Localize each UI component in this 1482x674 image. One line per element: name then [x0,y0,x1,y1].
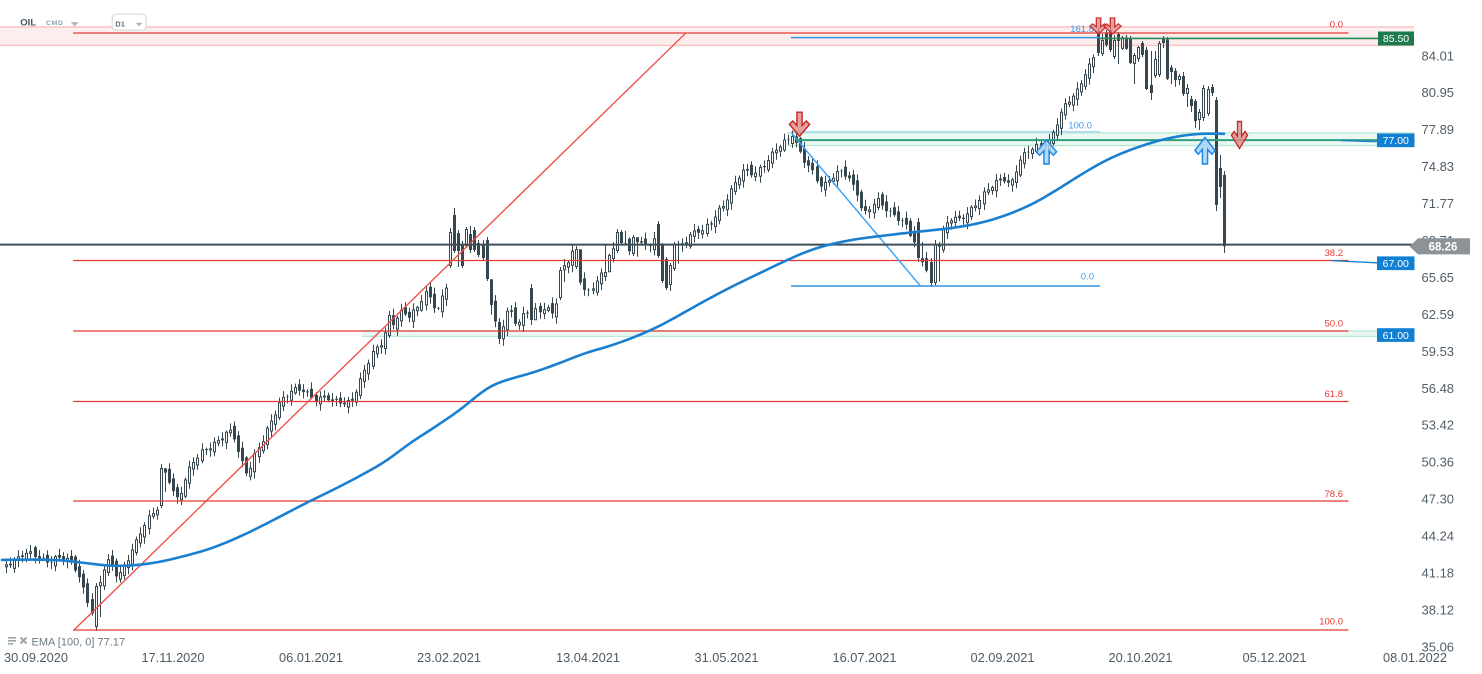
svg-text:84.01: 84.01 [1422,48,1455,63]
svg-text:47.30: 47.30 [1422,492,1455,507]
svg-text:44.24: 44.24 [1422,529,1455,544]
svg-text:D1: D1 [115,19,125,28]
svg-text:50.36: 50.36 [1422,455,1455,470]
svg-text:17.11.2020: 17.11.2020 [141,650,204,665]
svg-text:38.12: 38.12 [1422,602,1455,617]
svg-text:71.77: 71.77 [1422,196,1455,211]
svg-text:65.65: 65.65 [1422,270,1455,285]
svg-text:35.06: 35.06 [1422,639,1455,654]
svg-text:100.0: 100.0 [1068,121,1092,132]
svg-text:31.05.2021: 31.05.2021 [694,650,758,665]
svg-text:30.09.2020: 30.09.2020 [4,650,68,665]
svg-text:0.0: 0.0 [1330,20,1343,31]
svg-text:05.12.2021: 05.12.2021 [1242,650,1306,665]
svg-text:50.0: 50.0 [1325,319,1344,330]
svg-text:16.07.2021: 16.07.2021 [832,650,896,665]
svg-text:38.2: 38.2 [1325,248,1344,259]
svg-text:53.42: 53.42 [1422,418,1455,433]
svg-text:161.8: 161.8 [1070,24,1094,35]
svg-text:74.83: 74.83 [1422,159,1455,174]
svg-text:EMA [100, 0] 77.17: EMA [100, 0] 77.17 [32,637,126,649]
svg-text:100.0: 100.0 [1319,617,1343,628]
svg-text:41.18: 41.18 [1422,566,1455,581]
svg-text:08.01.2022: 08.01.2022 [1383,650,1447,665]
svg-text:62.59: 62.59 [1422,307,1455,322]
svg-text:61.00: 61.00 [1383,330,1409,342]
svg-text:80.95: 80.95 [1422,85,1455,100]
svg-text:85.50: 85.50 [1383,33,1409,45]
svg-text:68.26: 68.26 [1429,242,1458,254]
svg-text:20.10.2021: 20.10.2021 [1108,650,1172,665]
svg-text:61.8: 61.8 [1325,389,1344,400]
svg-text:59.53: 59.53 [1422,344,1455,359]
svg-text:OIL: OIL [20,18,36,29]
svg-text:56.48: 56.48 [1422,381,1455,396]
svg-text:77.00: 77.00 [1383,135,1409,147]
svg-text:78.6: 78.6 [1325,489,1344,500]
svg-text:13.04.2021: 13.04.2021 [556,650,620,665]
svg-text:CMD: CMD [46,20,64,27]
svg-text:06.01.2021: 06.01.2021 [279,650,343,665]
svg-text:67.00: 67.00 [1383,258,1409,270]
svg-text:02.09.2021: 02.09.2021 [970,650,1034,665]
svg-text:0.0: 0.0 [1081,272,1094,283]
svg-text:23.02.2021: 23.02.2021 [417,650,481,665]
svg-text:77.89: 77.89 [1422,122,1455,137]
